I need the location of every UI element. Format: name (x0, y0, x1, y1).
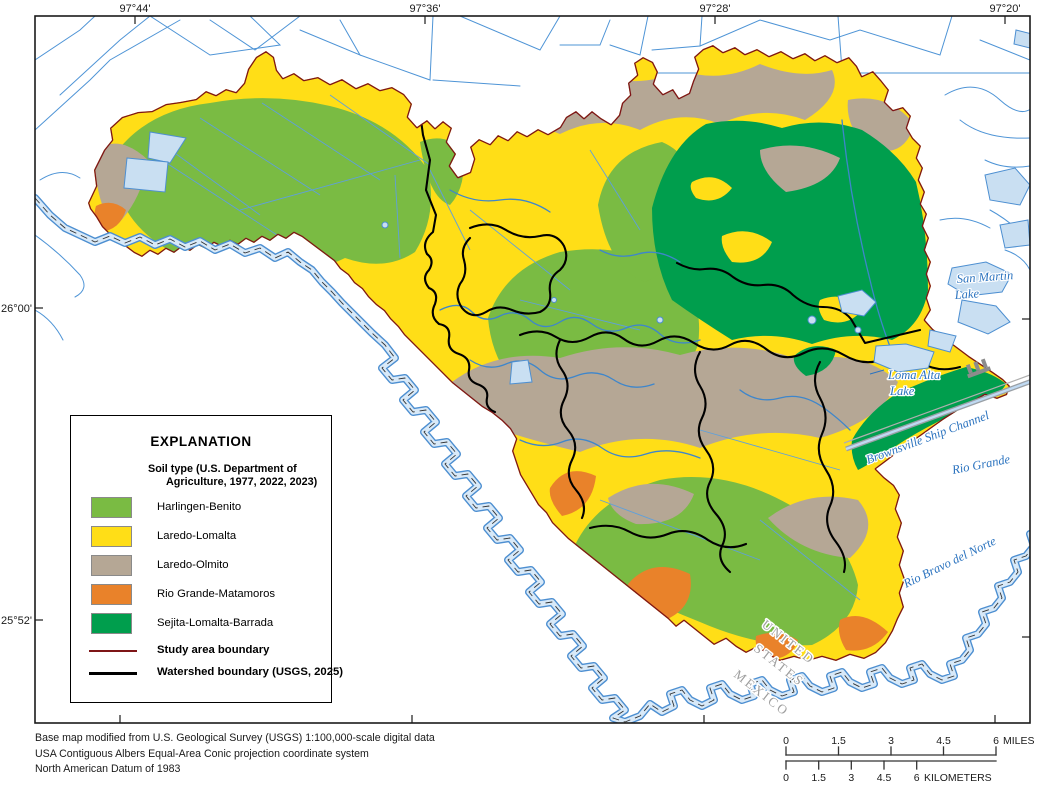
attribution-line1: Base map modified from U.S. Geological S… (35, 732, 435, 744)
swatch-sejita-lomalta-barrada (91, 613, 132, 634)
attribution-line2: USA Contiguous Albers Equal-Area Conic p… (35, 747, 369, 760)
lat-label-2: 25°52' (1, 615, 32, 627)
legend-title: EXPLANATION (150, 434, 252, 449)
mile-tick-2: 3 (888, 735, 894, 747)
legend-item-label: Harlingen-Benito (157, 501, 242, 513)
km-tick-4: 6 (914, 772, 920, 784)
km-tick-2: 3 (848, 772, 854, 784)
lakes (123, 131, 935, 385)
lon-label-3: 97°28' (700, 3, 731, 15)
legend-item-label: Laredo-Olmito (157, 559, 229, 571)
mile-tick-1: 1.5 (831, 735, 846, 747)
loma-alta-leader (869, 369, 885, 375)
san-martin-lake-polygons (927, 29, 1030, 353)
km-tick-3: 4.5 (877, 772, 892, 784)
lat-label-1: 26°00' (1, 303, 32, 315)
legend-item-label: Watershed boundary (USGS, 2025) (157, 666, 344, 678)
base-map-attribution: Base map modified from U.S. Geological S… (35, 731, 435, 778)
soil-regions (88, 45, 1010, 661)
rio-grande-label: Rio Grande (950, 452, 1012, 477)
mile-unit: MILES (1003, 735, 1035, 747)
km-unit: KILOMETERS (924, 772, 992, 784)
port-icon (965, 358, 991, 379)
mile-tick-4: 6 (993, 735, 999, 747)
map-interior: San Martin Lake Loma Alta Lake Brownsvil… (35, 16, 1030, 722)
legend-item-label: Study area boundary (157, 644, 270, 656)
soil-olmito-inlier (760, 145, 840, 192)
loma-alta-lake-label-2: Lake (889, 384, 915, 398)
rio-bravo-label: Rio Bravo del Norte (900, 534, 998, 592)
swatch-rio-grande-matamoros (91, 584, 132, 605)
legend-subtitle: Soil type (U.S. Department of Agricultur… (71, 463, 331, 489)
scale-bar: 0 1.5 3 4.5 6 MILES 0 1.5 3 4.5 6 KILOME… (783, 735, 1034, 784)
km-tick-1: 1.5 (811, 772, 826, 784)
san-martin-lake-label-2: Lake (953, 286, 980, 302)
map-neatline (34, 15, 1031, 724)
ship-channel (843, 358, 1030, 452)
swatch-laredo-lomalta (91, 526, 132, 547)
km-tick-0: 0 (783, 772, 789, 784)
coordinate-labels: 97°44' 97°36' 97°28' 97°20' 26°00' 25°52… (1, 3, 1020, 627)
lon-label-4: 97°20' (990, 3, 1021, 15)
lon-label-2: 97°36' (410, 3, 441, 15)
loma-alta-lake-label: Loma Alta (887, 368, 940, 382)
watershed-line-sample (89, 672, 137, 675)
study-area-line-sample (89, 650, 137, 652)
mile-tick-3: 4.5 (936, 735, 951, 747)
legend-subtitle-line1: Soil type (U.S. Department of (148, 463, 297, 475)
legend-explanation-box: EXPLANATION Soil type (U.S. Department o… (70, 415, 343, 703)
legend-item-label: Sejita-Lomalta-Barrada (157, 617, 274, 629)
legend-subtitle-line2: Agriculture, 1977, 2022, 2023) (166, 476, 318, 488)
san-martin-lake-label: San Martin (956, 268, 1013, 286)
attribution-line3: North American Datum of 1983 (35, 763, 181, 775)
mile-tick-0: 0 (783, 735, 789, 747)
legend-item-label: Laredo-Lomalta (157, 530, 237, 542)
lon-label-1: 97°44' (120, 3, 151, 15)
graticule-ticks (35, 16, 1030, 723)
swatch-harlingen-benito (91, 497, 132, 518)
field-boundary-lines (149, 94, 861, 601)
legend-item-label: Rio Grande-Matamoros (157, 588, 276, 600)
swatch-laredo-olmito (91, 555, 132, 576)
